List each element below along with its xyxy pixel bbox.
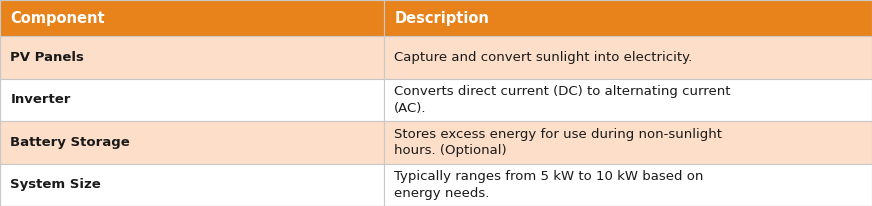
FancyBboxPatch shape xyxy=(384,36,872,78)
Text: Battery Storage: Battery Storage xyxy=(10,136,130,149)
Text: Converts direct current (DC) to alternating current
(AC).: Converts direct current (DC) to alternat… xyxy=(394,85,731,115)
Text: Component: Component xyxy=(10,11,106,26)
Text: Inverter: Inverter xyxy=(10,93,71,106)
Text: Typically ranges from 5 kW to 10 kW based on
energy needs.: Typically ranges from 5 kW to 10 kW base… xyxy=(394,170,704,199)
FancyBboxPatch shape xyxy=(0,36,384,78)
FancyBboxPatch shape xyxy=(384,0,872,36)
FancyBboxPatch shape xyxy=(0,0,384,36)
FancyBboxPatch shape xyxy=(0,121,384,164)
Text: Capture and convert sunlight into electricity.: Capture and convert sunlight into electr… xyxy=(394,51,692,64)
FancyBboxPatch shape xyxy=(384,164,872,206)
FancyBboxPatch shape xyxy=(0,164,384,206)
FancyBboxPatch shape xyxy=(0,78,384,121)
FancyBboxPatch shape xyxy=(384,78,872,121)
Text: System Size: System Size xyxy=(10,178,101,191)
Text: PV Panels: PV Panels xyxy=(10,51,85,64)
Text: Description: Description xyxy=(394,11,489,26)
FancyBboxPatch shape xyxy=(384,121,872,164)
Text: Stores excess energy for use during non-sunlight
hours. (Optional): Stores excess energy for use during non-… xyxy=(394,128,722,157)
